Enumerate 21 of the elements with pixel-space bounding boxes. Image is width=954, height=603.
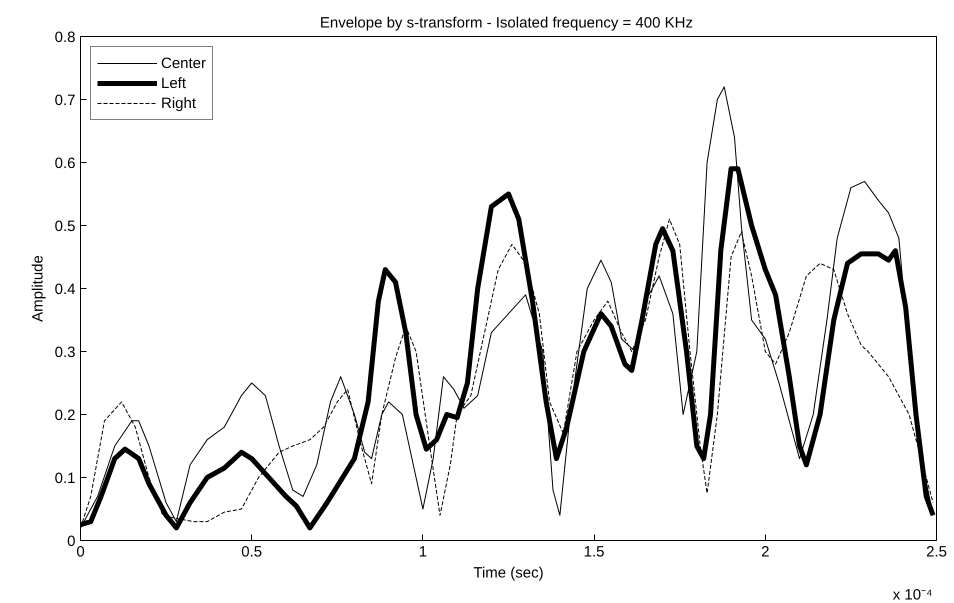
y-tick-label: 0.3 (54, 344, 76, 361)
legend-label: Left (161, 74, 186, 92)
x-tick-label: 2 (761, 544, 770, 560)
y-tick-label: 0.4 (54, 281, 76, 298)
chart-title: Envelope by s-transform - Isolated frequency = 400 KHz (320, 14, 693, 32)
y-tick-label: 0.1 (54, 470, 76, 487)
legend-label: Right (161, 94, 196, 112)
y-tick-label: 0.5 (54, 218, 76, 235)
legend-label: Center (161, 54, 206, 72)
x-tick-label: 0.5 (241, 544, 262, 560)
y-axis-title: Amplitude (30, 255, 47, 322)
y-tick-label: 0.8 (54, 29, 76, 46)
x-tick-label: 2.5 (926, 544, 947, 560)
x-axis-title: Time (sec) (473, 564, 544, 582)
y-tick-label: 0.6 (54, 155, 76, 172)
x-tick-label: 1.5 (584, 544, 605, 560)
y-tick-label: 0 (67, 533, 76, 550)
y-tick-label: 0.7 (54, 92, 76, 109)
x-tick-label: 1 (418, 544, 428, 560)
y-tick-label: 0.2 (54, 407, 76, 424)
text: x 10⁻⁴ (892, 586, 933, 603)
